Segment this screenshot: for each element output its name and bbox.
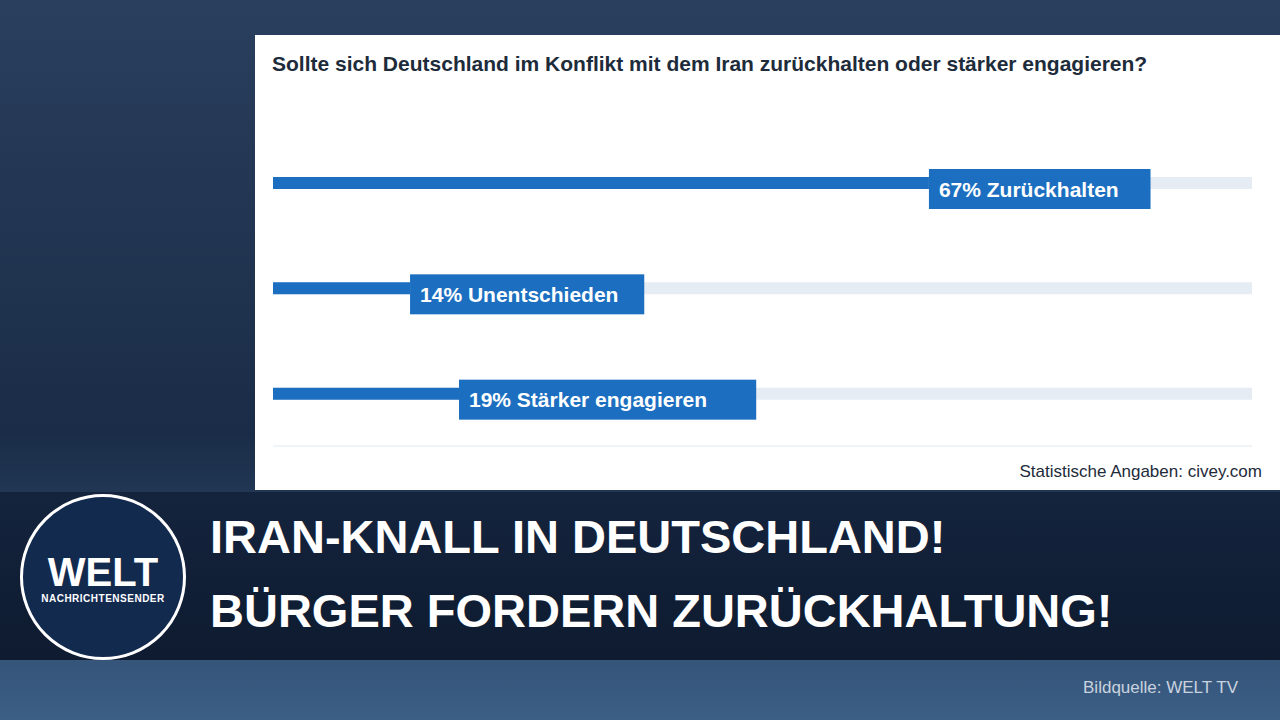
svg-text:67% Zurückhalten: 67% Zurückhalten [939,178,1119,201]
html-text:NACHRICHTENSENDER: NACHRICHTENSENDER [41,592,165,604]
svg-text:14% Unentschieden: 14% Unentschieden [420,283,618,306]
html-text:Statistische Angaben: civey.co: Statistische Angaben: civey.com [1019,462,1262,481]
html-text:WELT: WELT [47,549,159,594]
html-text:Sollte sich Deutschland im Kon: Sollte sich Deutschland im Konflikt mit … [272,52,1148,75]
html-text:IRAN-KNALL IN DEUTSCHLAND!: IRAN-KNALL IN DEUTSCHLAND! [210,510,946,563]
html-text:Bildquelle: WELT TV: Bildquelle: WELT TV [1083,678,1238,697]
svg-text:19% Stärker engagieren: 19% Stärker engagieren [469,388,707,411]
html-text:BÜRGER FORDERN ZURÜCKHALTUNG!: BÜRGER FORDERN ZURÜCKHALTUNG! [210,584,1113,637]
